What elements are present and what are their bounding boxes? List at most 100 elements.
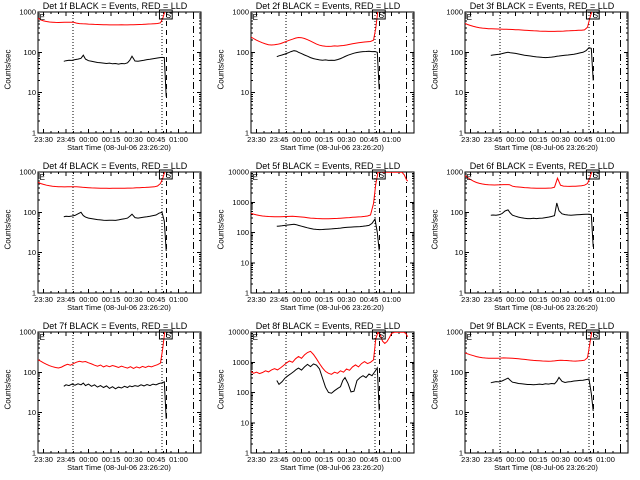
plot-title: Det 3f BLACK = Events, RED = LLD [469, 1, 615, 11]
svg-text:1: 1 [459, 129, 463, 138]
y-axis-label: Counts/sec [216, 209, 226, 250]
svg-text:23:30: 23:30 [461, 455, 480, 464]
subplot-det-3f: 23:30 23:45 00:00 00:15 00:30 00:45 01:00 1 10 10… [427, 0, 640, 160]
svg-text:1000: 1000 [446, 328, 463, 337]
svg-text:00:00: 00:00 [79, 455, 98, 464]
svg-text:1: 1 [245, 129, 249, 138]
svg-text:1: 1 [245, 449, 249, 458]
svg-text:01:00: 01:00 [596, 455, 615, 464]
svg-text:00:00: 00:00 [292, 135, 311, 144]
svg-text:1: 1 [459, 289, 463, 298]
svg-text:23:45: 23:45 [484, 135, 503, 144]
svg-text:23:45: 23:45 [57, 295, 76, 304]
svg-text:00:15: 00:15 [529, 295, 548, 304]
svg-text:01:00: 01:00 [596, 295, 615, 304]
svg-text:E: E [467, 333, 472, 342]
svg-text:00:30: 00:30 [551, 455, 570, 464]
y-axis-label: Counts/sec [3, 369, 13, 410]
x-axis-label: Start Time (08-Jul-06 23:26:20) [280, 463, 384, 472]
svg-text:1: 1 [459, 449, 463, 458]
svg-text:00:45: 00:45 [574, 295, 593, 304]
y-axis-label: Counts/sec [3, 49, 13, 90]
svg-text:S: S [593, 331, 598, 340]
svg-text:100: 100 [23, 208, 36, 217]
svg-text:S: S [379, 171, 384, 180]
svg-text:00:00: 00:00 [79, 295, 98, 304]
svg-text:1: 1 [32, 449, 36, 458]
svg-text:23:30: 23:30 [247, 135, 266, 144]
svg-text:10000: 10000 [228, 168, 249, 177]
svg-text:23:45: 23:45 [270, 135, 289, 144]
svg-text:S: S [379, 331, 384, 340]
svg-text:E: E [467, 173, 472, 182]
svg-text:01:00: 01:00 [169, 295, 188, 304]
svg-text:23:30: 23:30 [34, 135, 53, 144]
plot-canvas-det-1f: 23:30 23:45 00:00 00:15 00:30 00:45 01:00 1 10 10… [19, 8, 202, 144]
svg-text:E: E [40, 173, 45, 182]
svg-text:10: 10 [455, 248, 463, 257]
svg-text:E: E [40, 13, 45, 22]
svg-text:10: 10 [241, 418, 249, 427]
svg-text:E: E [40, 333, 45, 342]
svg-text:E: E [253, 13, 258, 22]
svg-text:01:00: 01:00 [596, 135, 615, 144]
subplot-det-4f: 23:30 23:45 00:00 00:15 00:30 00:45 01:00 1 10 10… [0, 160, 213, 320]
svg-text:00:15: 00:15 [529, 455, 548, 464]
plot-title: Det 1f BLACK = Events, RED = LLD [42, 1, 188, 11]
svg-text:1000: 1000 [232, 8, 249, 17]
svg-text:00:15: 00:15 [102, 295, 121, 304]
svg-text:01:00: 01:00 [382, 295, 401, 304]
svg-text:00:45: 00:45 [147, 135, 166, 144]
svg-text:1000: 1000 [446, 8, 463, 17]
x-axis-label: Start Time (08-Jul-06 23:26:20) [280, 303, 384, 312]
svg-text:00:00: 00:00 [292, 455, 311, 464]
subplot-det-6f: 23:30 23:45 00:00 00:15 00:30 00:45 01:00 1 10 10… [427, 160, 640, 320]
svg-text:S: S [166, 331, 171, 340]
svg-text:1: 1 [32, 129, 36, 138]
x-axis-label: Start Time (08-Jul-06 23:26:20) [67, 463, 171, 472]
subplot-det-7f: 23:30 23:45 00:00 00:15 00:30 00:45 01:00 1 10 10… [0, 320, 213, 480]
svg-text:23:45: 23:45 [57, 455, 76, 464]
x-axis-label: Start Time (08-Jul-06 23:26:20) [67, 303, 171, 312]
svg-text:23:45: 23:45 [57, 135, 76, 144]
svg-text:100: 100 [450, 48, 463, 57]
subplot-det-8f: 23:30 23:45 00:00 00:15 00:30 00:45 01:00 1 10 10… [213, 320, 426, 480]
svg-text:1: 1 [245, 289, 249, 298]
svg-text:10000: 10000 [228, 328, 249, 337]
y-axis-label: Counts/sec [3, 209, 13, 250]
svg-text:10: 10 [241, 88, 249, 97]
y-axis-label: Counts/sec [430, 209, 440, 250]
svg-text:00:30: 00:30 [124, 455, 143, 464]
svg-text:01:00: 01:00 [169, 455, 188, 464]
svg-text:00:15: 00:15 [315, 295, 334, 304]
plot-canvas-det-4f: 23:30 23:45 00:00 00:15 00:30 00:45 01:00 1 10 10… [19, 168, 202, 304]
y-axis-label: Counts/sec [216, 49, 226, 90]
svg-text:00:45: 00:45 [360, 135, 379, 144]
svg-text:100: 100 [23, 48, 36, 57]
svg-text:01:00: 01:00 [169, 135, 188, 144]
svg-text:E: E [253, 173, 258, 182]
plot-canvas-det-3f: 23:30 23:45 00:00 00:15 00:30 00:45 01:00 1 10 10… [446, 8, 629, 144]
svg-text:01:00: 01:00 [382, 455, 401, 464]
plot-canvas-det-6f: 23:30 23:45 00:00 00:15 00:30 00:45 01:00 1 10 10… [446, 168, 629, 304]
svg-text:S: S [166, 171, 171, 180]
subplot-det-1f: 23:30 23:45 00:00 00:15 00:30 00:45 01:00 1 10 10… [0, 0, 213, 160]
svg-text:1000: 1000 [232, 198, 249, 207]
svg-text:23:30: 23:30 [247, 295, 266, 304]
svg-text:23:30: 23:30 [34, 455, 53, 464]
svg-text:S: S [593, 171, 598, 180]
svg-text:23:30: 23:30 [34, 295, 53, 304]
svg-text:E: E [467, 13, 472, 22]
svg-text:10: 10 [28, 408, 36, 417]
plot-title: Det 2f BLACK = Events, RED = LLD [255, 1, 401, 11]
svg-text:E: E [253, 333, 258, 342]
x-axis-label: Start Time (08-Jul-06 23:26:20) [67, 143, 171, 152]
svg-text:00:15: 00:15 [529, 135, 548, 144]
svg-text:100: 100 [450, 368, 463, 377]
x-axis-label: Start Time (08-Jul-06 23:26:20) [494, 463, 598, 472]
svg-text:10: 10 [28, 248, 36, 257]
svg-text:100: 100 [236, 388, 249, 397]
y-axis-label: Counts/sec [216, 369, 226, 410]
plot-canvas-det-8f: 23:30 23:45 00:00 00:15 00:30 00:45 01:00 1 10 10… [228, 328, 415, 464]
plot-title: Det 7f BLACK = Events, RED = LLD [42, 321, 188, 331]
